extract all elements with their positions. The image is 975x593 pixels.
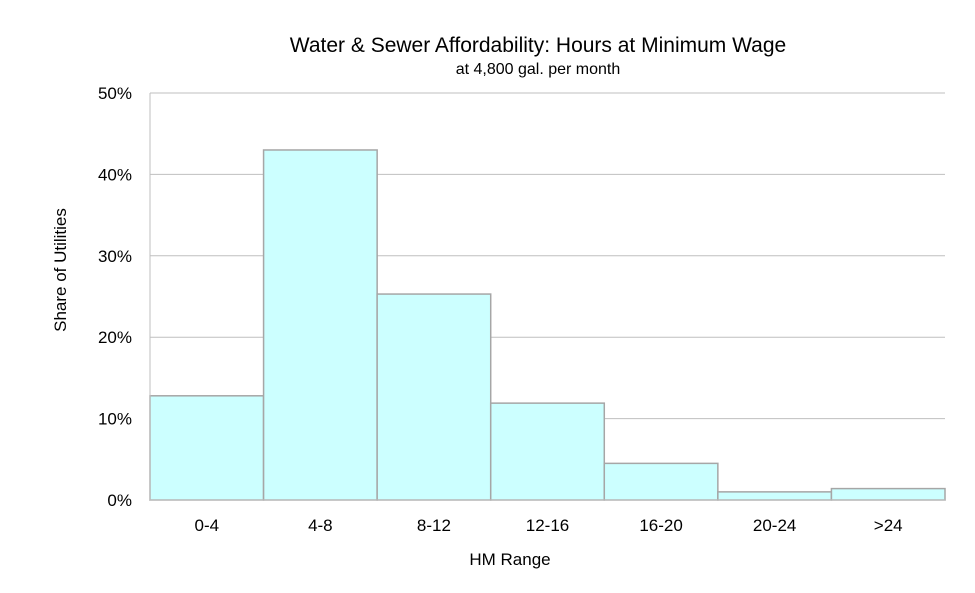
y-tick-label: 10% — [98, 410, 132, 429]
y-tick-labels: 0% 10% 20% 30% 40% 50% — [98, 84, 132, 510]
chart-subtitle: at 4,800 gal. per month — [456, 61, 621, 78]
y-tick-label: 0% — [107, 491, 132, 510]
x-tick-label: 20-24 — [753, 516, 796, 535]
x-tick-label: 4-8 — [308, 516, 333, 535]
bar — [830, 487, 946, 501]
x-tick-label: 0-4 — [194, 516, 219, 535]
y-axis-label: Share of Utilities — [51, 208, 70, 332]
bar — [717, 491, 833, 501]
bars — [149, 149, 946, 501]
x-tick-label: 8-12 — [417, 516, 451, 535]
chart-title: Water & Sewer Affordability: Hours at Mi… — [290, 34, 786, 57]
bar — [603, 462, 719, 501]
x-tick-label: 12-16 — [526, 516, 569, 535]
axes — [149, 93, 945, 501]
x-axis-label: HM Range — [469, 550, 550, 569]
bar — [262, 149, 378, 501]
x-tick-label: >24 — [874, 516, 903, 535]
y-tick-label: 20% — [98, 328, 132, 347]
bar — [376, 293, 492, 501]
bar — [489, 402, 606, 501]
y-tick-label: 40% — [98, 165, 132, 184]
bar — [149, 395, 265, 501]
y-tick-label: 50% — [98, 84, 132, 103]
x-tick-labels: 0-4 4-8 8-12 12-16 16-20 20-24 >24 — [194, 516, 902, 535]
y-tick-label: 30% — [98, 247, 132, 266]
x-tick-label: 16-20 — [639, 516, 682, 535]
